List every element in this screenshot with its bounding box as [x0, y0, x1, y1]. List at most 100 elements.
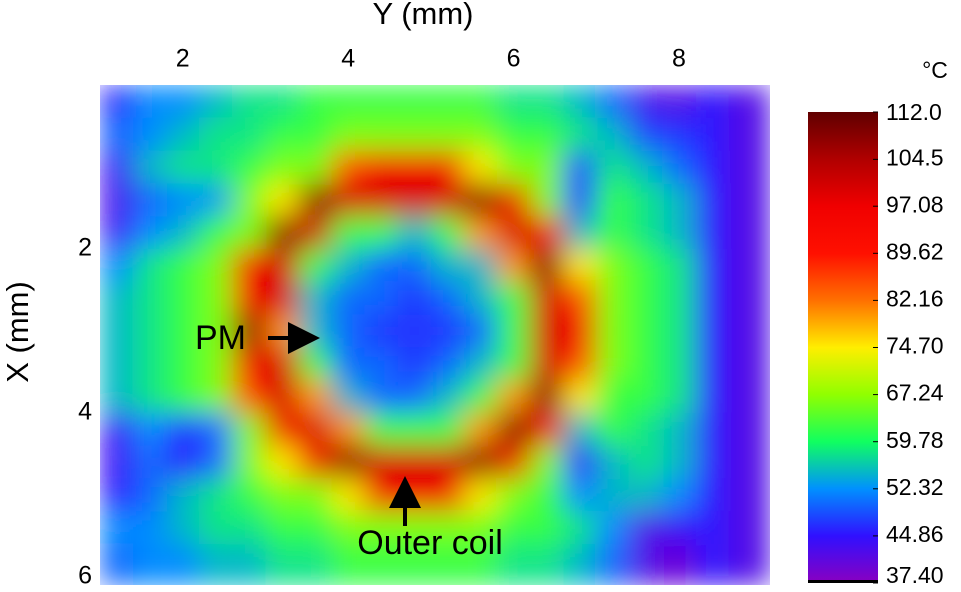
- heat-cell: [728, 314, 770, 348]
- heat-cell: [695, 216, 730, 250]
- heat-cell: [298, 85, 333, 119]
- heat-cell: [364, 380, 399, 414]
- y-tick-label: 2: [78, 234, 92, 262]
- heat-cell: [232, 380, 267, 414]
- heat-cell: [596, 150, 630, 184]
- heat-cell: [364, 544, 399, 585]
- heat-cell: [397, 347, 432, 381]
- heat-cell: [298, 183, 333, 217]
- heat-cell: [298, 380, 333, 414]
- heat-cell: [563, 511, 597, 545]
- heat-cell: [728, 85, 770, 119]
- heat-cell: [199, 117, 233, 152]
- x-tick-label: 6: [507, 45, 521, 73]
- heat-cell: [298, 216, 333, 250]
- heat-cell: [100, 380, 134, 414]
- heat-cell: [695, 183, 730, 217]
- heat-cell: [530, 445, 564, 480]
- heat-cell: [100, 85, 134, 119]
- heat-cell: [596, 85, 630, 119]
- heat-cell: [728, 281, 770, 316]
- heat-cell: [430, 85, 465, 119]
- heat-cell: [596, 314, 630, 348]
- heat-cell: [596, 544, 630, 585]
- heat-cell: [100, 314, 134, 348]
- heat-cell: [265, 216, 300, 250]
- heat-cell: [728, 150, 770, 184]
- heat-cell: [166, 511, 200, 545]
- x-tick-label: 4: [341, 45, 355, 73]
- heat-cell: [133, 150, 167, 184]
- heat-cell: [331, 117, 366, 152]
- heat-cell: [397, 216, 432, 250]
- colorbar-tick-label: 82.16: [886, 285, 944, 311]
- heat-cell: [563, 380, 597, 414]
- heat-cell: [463, 117, 498, 152]
- heat-cell: [497, 314, 531, 348]
- heat-cell: [596, 281, 630, 316]
- heat-cell: [364, 281, 399, 316]
- heat-cell: [530, 412, 564, 447]
- heat-cell: [497, 478, 531, 512]
- heat-cell: [232, 281, 267, 316]
- heat-cell: [530, 150, 564, 184]
- heat-cell: [133, 347, 167, 381]
- heat-cell: [232, 216, 267, 250]
- heat-cell: [530, 183, 564, 217]
- heat-cell: [695, 150, 730, 184]
- heat-cell: [728, 117, 770, 152]
- heat-cell: [199, 511, 233, 545]
- x-tick-label: 2: [176, 45, 190, 73]
- heat-cell: [563, 150, 597, 184]
- heat-cell: [199, 216, 233, 250]
- heat-cell: [166, 216, 200, 250]
- y-tick-label: 6: [78, 561, 92, 589]
- heat-cell: [166, 347, 200, 381]
- heat-cell: [563, 183, 597, 217]
- heat-cell: [100, 183, 134, 217]
- heat-cell: [563, 216, 597, 250]
- heat-cell: [430, 216, 465, 250]
- heat-cell: [463, 216, 498, 250]
- heat-cell: [629, 478, 664, 512]
- heat-cell: [100, 150, 134, 184]
- heat-cell: [728, 412, 770, 447]
- heat-cell: [662, 117, 697, 152]
- heat-cell: [662, 281, 697, 316]
- heat-cell: [629, 150, 664, 184]
- heat-cell: [397, 544, 432, 585]
- heat-cell: [199, 445, 233, 480]
- colorbar-tick-label: 67.24: [886, 380, 944, 406]
- heat-cell: [364, 85, 399, 119]
- heat-cell: [232, 478, 267, 512]
- heat-cell: [596, 183, 630, 217]
- heat-cell: [100, 445, 134, 480]
- heat-cell: [463, 478, 498, 512]
- heat-cell: [695, 478, 730, 512]
- heat-cell: [100, 248, 134, 283]
- heat-cell: [133, 314, 167, 348]
- heat-cell: [497, 117, 531, 152]
- heat-cell: [695, 445, 730, 480]
- heat-cell: [232, 314, 267, 348]
- heat-cell: [596, 216, 630, 250]
- colorbar: [808, 112, 878, 583]
- heat-cell: [397, 85, 432, 119]
- heat-cell: [563, 412, 597, 447]
- heat-cell: [629, 281, 664, 316]
- heat-cell: [265, 117, 300, 152]
- heat-cell: [629, 445, 664, 480]
- heat-cell: [430, 380, 465, 414]
- heat-cell: [265, 478, 300, 512]
- heat-cell: [331, 314, 366, 348]
- heat-cell: [133, 117, 167, 152]
- heat-cell: [298, 117, 333, 152]
- heat-cell: [497, 183, 531, 217]
- heat-cell: [298, 281, 333, 316]
- heat-cell: [298, 445, 333, 480]
- heat-cell: [265, 445, 300, 480]
- colorbar-tick-label: 97.08: [886, 191, 944, 217]
- heat-cell: [199, 478, 233, 512]
- heat-cell: [662, 314, 697, 348]
